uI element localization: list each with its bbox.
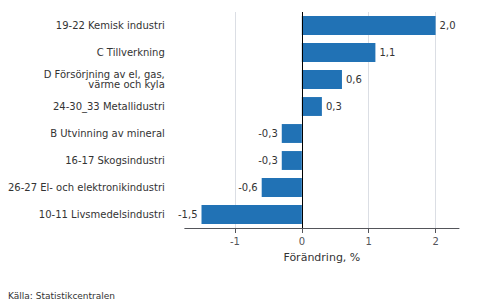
svg-text:-0,6: -0,6 [238, 182, 258, 193]
svg-text:Förändring, %: Förändring, % [283, 251, 360, 264]
svg-text:2,0: 2,0 [440, 20, 456, 31]
svg-text:0,3: 0,3 [326, 101, 342, 112]
svg-text:24-30_33 Metallidustri: 24-30_33 Metallidustri [53, 101, 165, 113]
svg-text:16-17 Skogsindustri: 16-17 Skogsindustri [65, 155, 165, 166]
svg-text:19-22 Kemisk industri: 19-22 Kemisk industri [56, 20, 165, 31]
svg-text:-1,5: -1,5 [178, 209, 198, 220]
svg-text:1,1: 1,1 [379, 47, 395, 58]
svg-text:-0,3: -0,3 [258, 128, 278, 139]
svg-text:D Försörjning av el, gas,: D Försörjning av el, gas, [43, 69, 165, 80]
svg-text:C Tillverkning: C Tillverkning [97, 47, 165, 58]
svg-text:0: 0 [299, 236, 305, 247]
svg-text:0,6: 0,6 [346, 74, 362, 85]
svg-text:-1: -1 [230, 236, 240, 247]
svg-text:värme och kyla: värme och kyla [88, 79, 164, 90]
svg-text:B Utvinning av mineral: B Utvinning av mineral [50, 128, 165, 139]
svg-text:Källa: Statistikcentralen: Källa: Statistikcentralen [8, 291, 115, 301]
svg-text:1: 1 [366, 236, 372, 247]
svg-text:2: 2 [432, 236, 438, 247]
svg-text:-0,3: -0,3 [258, 155, 278, 166]
svg-text:26-27 El- och elektronikindust: 26-27 El- och elektronikindustri [8, 182, 165, 193]
svg-text:10-11 Livsmedelsindustri: 10-11 Livsmedelsindustri [39, 209, 165, 220]
